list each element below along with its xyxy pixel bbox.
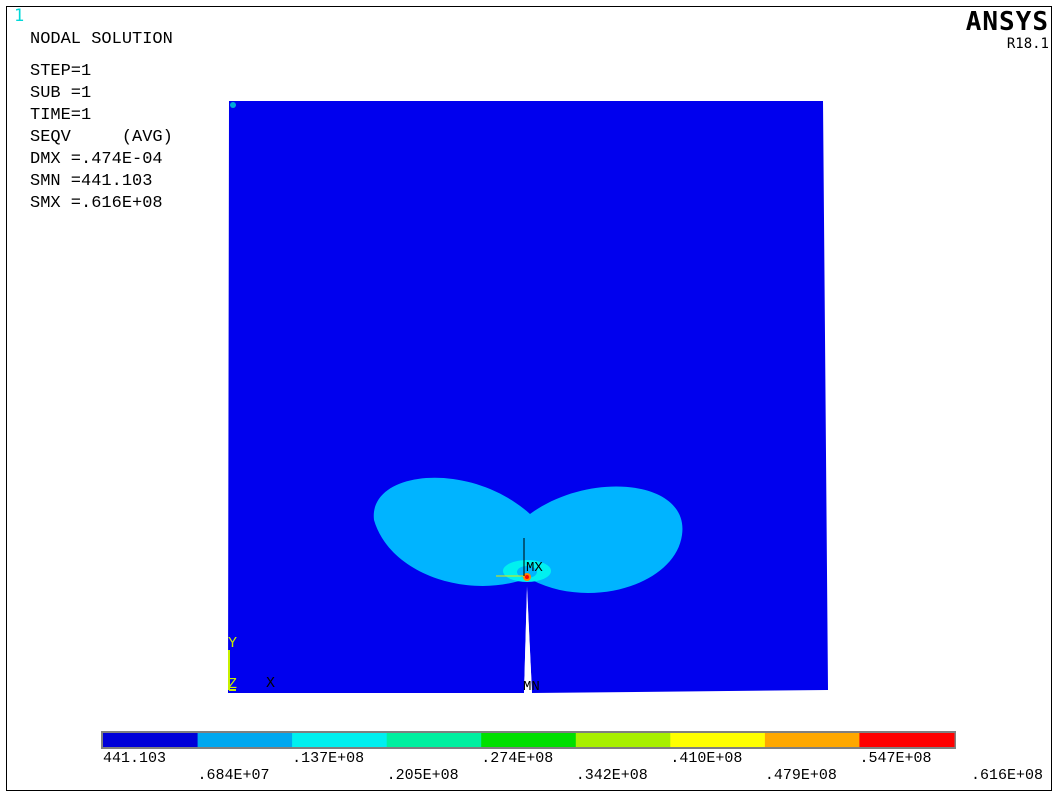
max-hotspot-core [525, 575, 529, 579]
plot-title: NODAL SOLUTION [30, 30, 173, 49]
info-sub: SUB =1 [30, 84, 92, 103]
legend-band-9 [859, 733, 955, 747]
legend-tick-bottom-1: .684E+07 [197, 767, 270, 784]
info-smx: SMX =.616E+08 [30, 194, 163, 213]
legend-tick-bottom-4: .479E+08 [764, 767, 837, 784]
axis-z-label: Z [228, 676, 237, 693]
axis-x-label: X [266, 675, 275, 692]
legend-tick-top-4: .410E+08 [670, 750, 743, 767]
legend-bands [103, 733, 955, 747]
info-step: STEP=1 [30, 62, 92, 81]
legend-band-2 [197, 733, 293, 747]
legend-band-5 [481, 733, 577, 747]
window-number: 1 [14, 6, 25, 26]
plate-contour [228, 101, 828, 693]
crack-tip-inner [517, 566, 537, 578]
legend-tick-bottom-5: .616E+08 [970, 767, 1043, 784]
info-time: TIME=1 [30, 106, 92, 125]
legend-band-7 [670, 733, 766, 747]
legend-tick-bottom-3: .342E+08 [575, 767, 648, 784]
brand-release: R18.1 [1006, 36, 1049, 52]
info-dmx: DMX =.474E-04 [30, 150, 163, 169]
graphics-window[interactable] [6, 6, 1052, 791]
legend-band-4 [386, 733, 482, 747]
legend-band-1 [103, 733, 199, 747]
legend-tick-top-2: .137E+08 [292, 750, 365, 767]
legend-band-8 [764, 733, 860, 747]
legend-tick-top-1: 441.103 [103, 750, 167, 767]
stress-lobes [373, 477, 683, 593]
crack [524, 586, 532, 693]
mx-label: MX [526, 560, 543, 576]
brand-name: ANSYS [965, 7, 1049, 37]
legend-tick-top-3: .274E+08 [481, 750, 554, 767]
corner-node [230, 102, 236, 108]
legend-band-3 [292, 733, 388, 747]
ansys-logo: ANSYS R18.1 [966, 8, 1049, 52]
mn-label: MN [523, 679, 540, 695]
legend-tick-bottom-2: .205E+08 [386, 767, 459, 784]
legend-band-6 [575, 733, 671, 747]
axis-y-label: Y [228, 635, 237, 652]
info-smn: SMN =441.103 [30, 172, 153, 191]
info-result: SEQV (AVG) [30, 128, 173, 147]
legend-tick-top-5: .547E+08 [859, 750, 932, 767]
